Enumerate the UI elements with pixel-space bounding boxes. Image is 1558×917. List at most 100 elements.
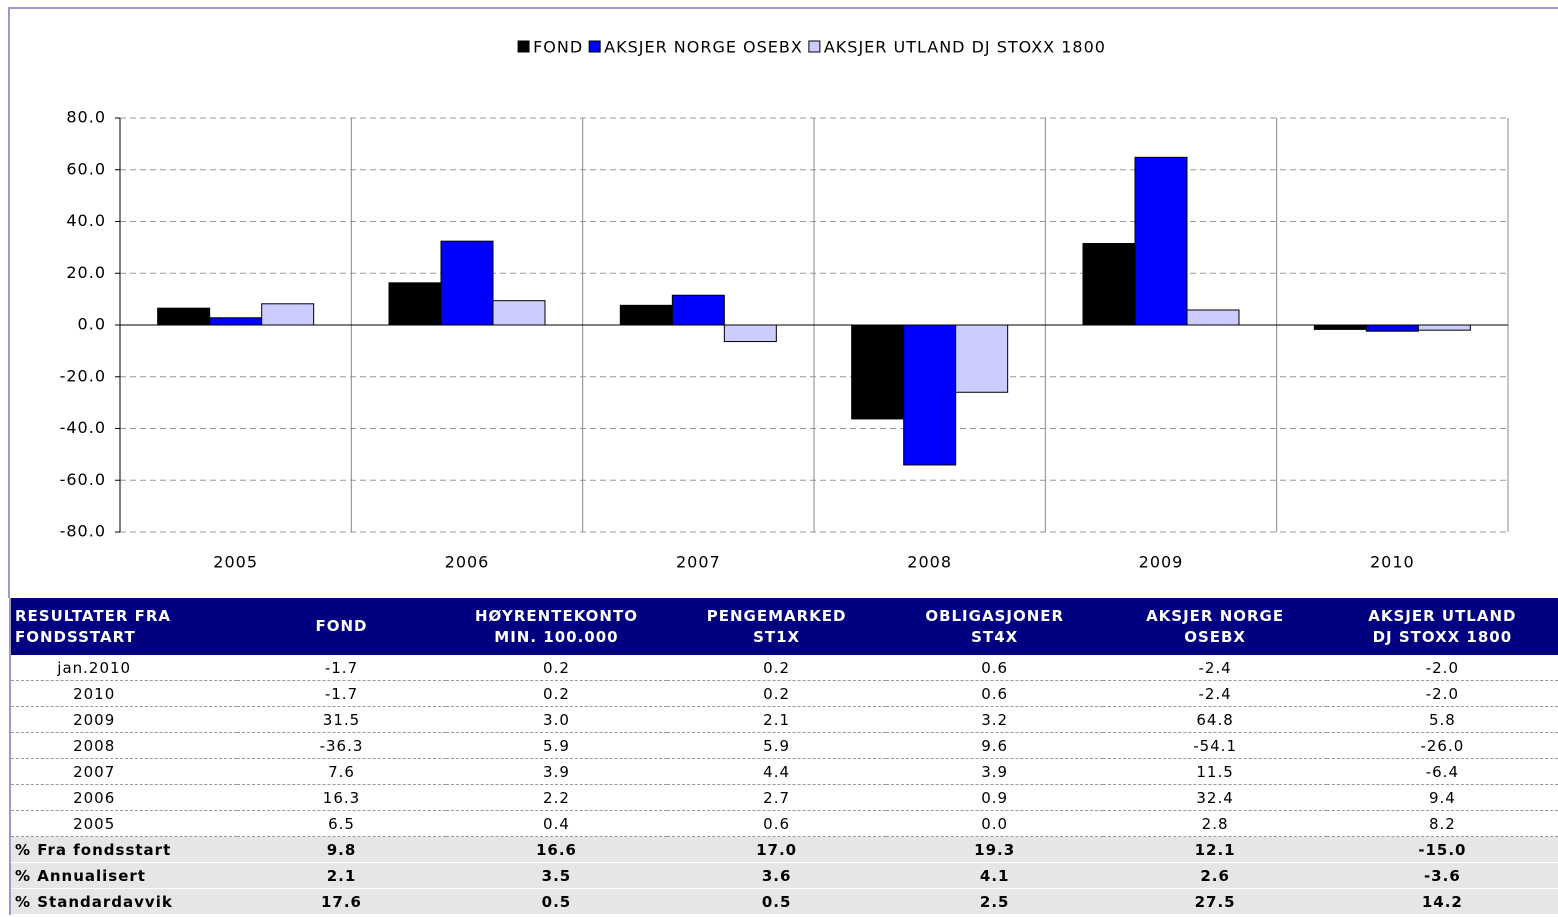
cell: -2.0 <box>1326 680 1558 707</box>
summary-row: % Annualisert 2.1 3.5 3.6 4.1 2.6 -3.6 <box>10 862 1558 889</box>
x-tick-label: 2010 <box>1370 553 1415 572</box>
legend-label: FOND <box>533 38 583 57</box>
bar <box>903 324 957 466</box>
cell: 16.6 <box>445 836 668 863</box>
cell: 11.5 <box>1103 758 1327 785</box>
bar <box>261 303 315 326</box>
cell: -1.7 <box>237 655 446 681</box>
cell: 16.3 <box>237 784 446 811</box>
cell: 31.5 <box>237 706 446 733</box>
legend-label: AKSJER UTLAND DJ STOXX 1800 <box>824 38 1106 57</box>
results-table: RESULTATER FRA FONDSSTART FOND HØYRENTEKONT… <box>9 598 1558 915</box>
header-line: AKSJER NORGE <box>1146 606 1285 625</box>
bar <box>440 240 494 326</box>
bar <box>1365 324 1419 332</box>
cell: 9.8 <box>237 836 446 863</box>
cell: 9.6 <box>885 732 1104 759</box>
cell: 2008 <box>10 732 238 759</box>
data-row: 2008 -36.3 5.9 5.9 9.6 -54.1 -26.0 <box>10 732 1558 759</box>
cell: 0.4 <box>445 810 668 837</box>
bar <box>1082 242 1136 326</box>
cell: 2005 <box>10 810 238 837</box>
header-row: RESULTATER FRA FONDSSTART FOND HØYRENTEKONT… <box>10 598 1558 655</box>
cell: 3.6 <box>667 862 886 889</box>
data-row: 2007 7.6 3.9 4.4 3.9 11.5 -6.4 <box>10 758 1558 785</box>
cell: 2006 <box>10 784 238 811</box>
bar <box>157 307 211 326</box>
chart: -80.0 -60.0 -40.0 -20.0 0.0 20.0 40.0 60.0 80.0 2… <box>8 7 1558 598</box>
cell: 64.8 <box>1103 706 1327 733</box>
header-line: RESULTATER FRA <box>15 606 172 625</box>
header-line: OBLIGASJONER <box>925 606 1065 625</box>
header-line: OSEBX <box>1184 627 1246 646</box>
cell: 0.6 <box>885 680 1104 707</box>
data-row: 2006 16.3 2.2 2.7 0.9 32.4 9.4 <box>10 784 1558 811</box>
legend-swatch <box>808 40 821 53</box>
x-tick-label: 2008 <box>907 553 952 572</box>
x-tick-label: 2009 <box>1139 553 1184 572</box>
cell: -54.1 <box>1103 732 1327 759</box>
cell: 5.9 <box>667 732 886 759</box>
cell: 0.9 <box>885 784 1104 811</box>
cell: 2.5 <box>885 888 1104 915</box>
header-line: AKSJER UTLAND <box>1368 606 1517 625</box>
x-tick-label: 2007 <box>676 553 721 572</box>
y-tick-label: 80.0 <box>66 108 106 127</box>
cell: 9.4 <box>1326 784 1558 811</box>
cell: 17.6 <box>237 888 446 915</box>
cell: -2.4 <box>1103 680 1327 707</box>
y-tick-label: -20.0 <box>60 366 106 385</box>
cell: 4.4 <box>667 758 886 785</box>
cell: 19.3 <box>885 836 1104 863</box>
header-line: FONDSSTART <box>15 627 136 646</box>
cell: 2007 <box>10 758 238 785</box>
header-cell: PENGEMARKED ST1X <box>667 598 886 655</box>
bar <box>492 300 546 326</box>
cell: 3.9 <box>445 758 668 785</box>
bar <box>1186 309 1240 326</box>
summary-row: % Standardavvik 17.6 0.5 0.5 2.5 27.5 14.2 <box>10 888 1558 915</box>
cell: jan.2010 <box>10 655 238 681</box>
header-cell: HØYRENTEKONTO MIN. 100.000 <box>445 598 668 655</box>
cell: 5.9 <box>445 732 668 759</box>
cell: 32.4 <box>1103 784 1327 811</box>
cell: 2.2 <box>445 784 668 811</box>
cell: -36.3 <box>237 732 446 759</box>
cell: 3.5 <box>445 862 668 889</box>
cell: 3.9 <box>885 758 1104 785</box>
cell: 27.5 <box>1103 888 1327 915</box>
cell: % Fra fondsstart <box>10 836 238 863</box>
header-cell: OBLIGASJONER ST4X <box>885 598 1104 655</box>
header-line: FOND <box>315 617 368 635</box>
cell: 12.1 <box>1103 836 1327 863</box>
bar <box>955 324 1009 393</box>
cell: 2.1 <box>667 706 886 733</box>
legend-swatch <box>588 40 601 53</box>
cell: -6.4 <box>1326 758 1558 785</box>
chart-frame <box>8 7 1558 598</box>
cell: % Annualisert <box>10 862 238 889</box>
y-tick-label: 0.0 <box>78 315 106 334</box>
cell: 3.2 <box>885 706 1104 733</box>
header-line: ST1X <box>753 627 801 646</box>
x-tick-label: 2005 <box>213 553 258 572</box>
bar <box>209 317 263 326</box>
bar <box>671 294 725 326</box>
cell: 2.7 <box>667 784 886 811</box>
cell: 3.0 <box>445 706 668 733</box>
header-cell: RESULTATER FRA FONDSSTART <box>10 598 238 655</box>
header-cell: FOND <box>237 598 446 655</box>
header-line: PENGEMARKED <box>706 606 847 625</box>
data-row: 2005 6.5 0.4 0.6 0.0 2.8 8.2 <box>10 810 1558 837</box>
header-cell: AKSJER NORGE OSEBX <box>1103 598 1327 655</box>
cell: 5.8 <box>1326 706 1558 733</box>
legend-label: AKSJER NORGE OSEBX <box>604 38 803 57</box>
cell: 7.6 <box>237 758 446 785</box>
summary-row: % Fra fondsstart 9.8 16.6 17.0 19.3 12.1 -15.0 <box>10 836 1558 863</box>
cell: -26.0 <box>1326 732 1558 759</box>
header-line: ST4X <box>971 627 1019 646</box>
cell: 2.6 <box>1103 862 1327 889</box>
data-row: jan.2010 -1.7 0.2 0.2 0.6 -2.4 -2.0 <box>10 655 1558 681</box>
cell: 0.6 <box>885 655 1104 681</box>
